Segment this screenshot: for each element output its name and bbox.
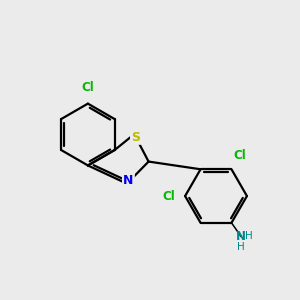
Text: H: H [244, 231, 252, 242]
Text: Cl: Cl [82, 81, 94, 94]
Text: Cl: Cl [163, 190, 175, 202]
Text: N: N [236, 230, 246, 243]
Text: N: N [123, 174, 134, 187]
Text: Cl: Cl [233, 149, 246, 162]
Text: S: S [131, 130, 140, 144]
Text: H: H [237, 242, 245, 252]
